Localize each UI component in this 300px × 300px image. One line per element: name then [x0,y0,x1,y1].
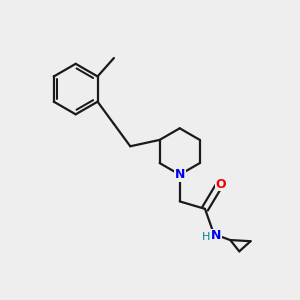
Text: H: H [202,232,211,242]
Text: O: O [215,178,226,191]
Text: N: N [211,229,221,242]
Text: N: N [175,168,185,181]
